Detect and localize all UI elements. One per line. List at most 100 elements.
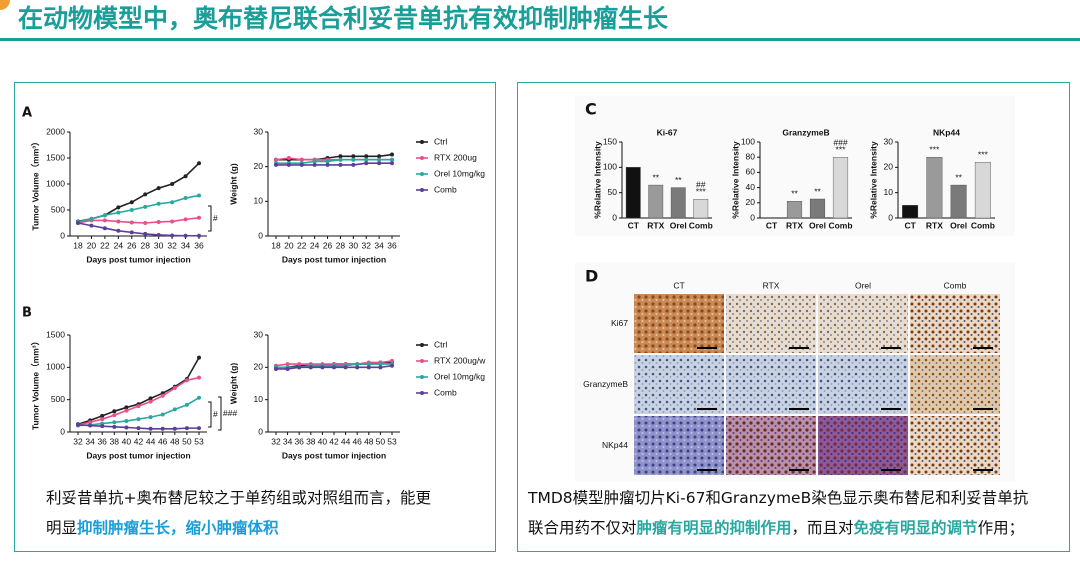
x-axis-label: Days post tumor injection [86, 254, 190, 264]
y-axis-label: %Relative Intensity [592, 141, 602, 219]
data-point [297, 362, 302, 367]
y-tick-label: 10 [254, 394, 264, 404]
data-point [285, 362, 290, 367]
series-line [77, 217, 200, 224]
caption-line: 明显抑制肿瘤生长，缩小肿瘤体积 [46, 518, 279, 537]
significance-stars: ** [955, 172, 962, 182]
bar [950, 184, 967, 219]
significance-stars: ** [652, 172, 659, 182]
legend-marker [420, 375, 424, 379]
data-point [351, 157, 356, 162]
data-point [143, 204, 148, 209]
data-point [355, 362, 360, 367]
significance-stars: *** [929, 144, 940, 154]
data-point [116, 205, 121, 210]
bar [809, 198, 826, 219]
data-point [390, 358, 394, 363]
data-point [102, 218, 107, 223]
x-tick-label: 22 [297, 240, 307, 250]
significance-bracket [218, 396, 222, 431]
x-tick-label: CT [766, 220, 778, 230]
x-tick-label: CT [904, 220, 916, 230]
x-tick-label: 46 [352, 436, 362, 446]
data-point [364, 157, 369, 162]
row-label: NKp44 [602, 440, 628, 450]
data-point [366, 362, 371, 367]
x-tick-label: 38 [110, 436, 120, 446]
data-point [129, 200, 134, 205]
data-point [100, 424, 105, 429]
y-tick-label: 100 [741, 136, 755, 146]
y-tick-label: 30 [254, 329, 264, 339]
y-tick-label: 1000 [46, 362, 65, 372]
legend-label: Comb [434, 184, 457, 194]
y-tick-label: 0 [888, 212, 893, 222]
data-point [100, 417, 105, 422]
y-axis-label: Tumor Volume（mm³） [30, 137, 40, 230]
data-point [390, 161, 394, 166]
data-point [76, 221, 80, 225]
left-panel [14, 82, 496, 552]
legend-label: Ctrl [434, 339, 447, 349]
column-label: Orel [855, 280, 871, 290]
data-point [312, 162, 317, 167]
panel-label: C [585, 100, 597, 119]
panel-label: A [22, 106, 32, 121]
x-tick-label: 34 [85, 436, 95, 446]
significance-label: # [213, 213, 218, 223]
x-tick-label: 53 [194, 436, 204, 446]
series-line [77, 222, 199, 237]
data-point [197, 233, 201, 238]
x-tick-label: 48 [364, 436, 374, 446]
x-tick-label: 48 [170, 436, 180, 446]
bar [926, 156, 943, 219]
data-point [355, 365, 360, 370]
data-point [160, 426, 165, 431]
data-point [143, 231, 148, 236]
caption-text: 明显 [46, 519, 77, 537]
bar [786, 201, 803, 219]
significance-bracket [208, 205, 212, 232]
data-point [170, 200, 175, 205]
y-tick-label: 30 [254, 126, 264, 136]
y-tick-label: 20 [746, 197, 756, 207]
x-tick-label: 30 [154, 240, 164, 250]
legend-label: RTX 200ug [434, 152, 477, 162]
x-tick-label: 20 [284, 240, 294, 250]
series-line [276, 153, 393, 161]
micrograph [726, 416, 816, 475]
bar [832, 156, 849, 219]
y-tick-label: 10 [254, 196, 264, 206]
data-point [184, 402, 189, 407]
column-label: CT [673, 280, 684, 290]
data-point [148, 426, 153, 431]
caption-text: 联合用药不仅对 [528, 519, 637, 537]
micrograph [634, 355, 724, 414]
data-point [136, 426, 141, 431]
data-point [197, 426, 201, 431]
y-tick-label: 20 [254, 161, 264, 171]
data-point [156, 232, 161, 237]
significance-label: ### [223, 408, 237, 418]
y-tick-label: 0 [60, 426, 65, 436]
significance-stars: *** [836, 144, 847, 154]
legend-label: RTX 200ug/w [434, 355, 486, 365]
data-point [124, 408, 129, 413]
data-point [390, 363, 394, 368]
panel-label: D [585, 267, 598, 286]
data-point [274, 366, 278, 371]
x-tick-label: 32 [271, 436, 281, 446]
x-tick-label: 36 [97, 436, 107, 446]
x-tick-label: 18 [73, 240, 83, 250]
data-point [172, 426, 177, 431]
column-label: RTX [763, 280, 780, 290]
x-tick-label: 53 [387, 436, 397, 446]
y-tick-label: 20 [254, 362, 264, 372]
caption-highlight: 抑制肿瘤生长，缩小肿瘤体积 [77, 518, 279, 537]
legend-marker [420, 391, 424, 395]
x-tick-label: RTX [647, 220, 664, 230]
x-tick-label: 34 [283, 436, 293, 446]
data-point [197, 193, 201, 198]
bar [625, 167, 641, 219]
